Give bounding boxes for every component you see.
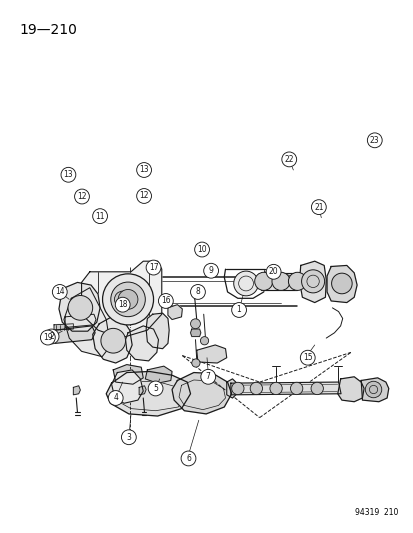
Circle shape	[180, 451, 195, 466]
Text: 2: 2	[49, 332, 54, 341]
Circle shape	[146, 260, 161, 275]
Circle shape	[148, 381, 163, 396]
Circle shape	[290, 382, 302, 394]
Text: 12: 12	[139, 191, 148, 200]
Polygon shape	[59, 282, 100, 331]
Text: 23: 23	[369, 136, 379, 145]
Polygon shape	[81, 261, 161, 338]
Circle shape	[52, 285, 67, 300]
Text: 19—210: 19—210	[19, 23, 77, 37]
Text: 17: 17	[148, 263, 158, 272]
Circle shape	[93, 209, 107, 223]
Polygon shape	[113, 365, 143, 384]
Circle shape	[288, 272, 306, 290]
Circle shape	[269, 382, 282, 394]
Polygon shape	[55, 326, 95, 343]
Circle shape	[136, 189, 151, 204]
Circle shape	[74, 189, 89, 204]
Circle shape	[114, 291, 131, 308]
Circle shape	[158, 294, 173, 309]
Polygon shape	[65, 314, 96, 327]
Circle shape	[301, 270, 324, 293]
Polygon shape	[261, 273, 297, 290]
Polygon shape	[326, 265, 356, 303]
Text: 8: 8	[195, 287, 200, 296]
Circle shape	[118, 289, 138, 309]
Circle shape	[364, 381, 381, 398]
Text: 6: 6	[185, 454, 190, 463]
Circle shape	[191, 359, 199, 367]
Text: 11: 11	[95, 212, 104, 221]
Circle shape	[40, 330, 55, 345]
Polygon shape	[106, 372, 190, 416]
Circle shape	[108, 391, 123, 406]
Circle shape	[121, 430, 136, 445]
Polygon shape	[125, 326, 158, 361]
Circle shape	[366, 133, 381, 148]
Circle shape	[190, 319, 200, 329]
Text: 3: 3	[126, 433, 131, 442]
Circle shape	[44, 329, 59, 344]
Polygon shape	[73, 386, 80, 395]
Text: 7: 7	[205, 372, 210, 381]
Circle shape	[254, 272, 272, 290]
Circle shape	[200, 337, 208, 345]
Text: 12: 12	[77, 192, 87, 201]
Text: 20: 20	[268, 268, 278, 276]
Polygon shape	[145, 366, 172, 383]
Polygon shape	[112, 370, 143, 403]
Text: 22: 22	[284, 155, 293, 164]
Circle shape	[231, 303, 246, 317]
Circle shape	[311, 200, 325, 214]
Polygon shape	[196, 345, 226, 363]
Circle shape	[115, 297, 130, 312]
Circle shape	[233, 271, 258, 296]
Circle shape	[271, 272, 290, 290]
Text: 94319  210: 94319 210	[354, 508, 398, 516]
Text: 13: 13	[139, 166, 149, 174]
Circle shape	[61, 167, 76, 182]
Circle shape	[200, 369, 215, 384]
Circle shape	[310, 382, 323, 394]
Polygon shape	[360, 378, 388, 402]
Text: 18: 18	[118, 300, 127, 309]
Circle shape	[194, 242, 209, 257]
Circle shape	[101, 328, 125, 353]
Polygon shape	[93, 317, 132, 363]
Circle shape	[68, 295, 93, 320]
Polygon shape	[230, 382, 340, 395]
Polygon shape	[64, 288, 110, 357]
Polygon shape	[146, 313, 169, 349]
Text: 14: 14	[55, 287, 64, 296]
Polygon shape	[337, 377, 363, 402]
Text: 15: 15	[302, 353, 312, 362]
Circle shape	[136, 163, 151, 177]
Text: 5: 5	[153, 384, 158, 393]
Text: 10: 10	[197, 245, 206, 254]
Polygon shape	[172, 373, 231, 414]
Circle shape	[249, 382, 262, 394]
Text: 4: 4	[113, 393, 118, 402]
Circle shape	[299, 350, 314, 365]
Polygon shape	[190, 329, 200, 336]
Circle shape	[203, 263, 218, 278]
Text: 1: 1	[236, 305, 241, 314]
Circle shape	[266, 264, 280, 279]
Polygon shape	[139, 386, 146, 395]
Circle shape	[231, 382, 243, 394]
Polygon shape	[54, 324, 73, 330]
Text: 9: 9	[208, 266, 213, 275]
Circle shape	[331, 273, 351, 294]
Polygon shape	[299, 261, 325, 303]
Polygon shape	[226, 379, 235, 398]
Circle shape	[190, 285, 205, 300]
Text: 16: 16	[161, 296, 170, 305]
Text: 13: 13	[64, 170, 73, 179]
Text: 21: 21	[313, 203, 323, 212]
Circle shape	[281, 152, 296, 167]
Circle shape	[102, 274, 153, 325]
Polygon shape	[168, 305, 182, 319]
Text: 19: 19	[43, 333, 52, 342]
Circle shape	[111, 282, 145, 317]
